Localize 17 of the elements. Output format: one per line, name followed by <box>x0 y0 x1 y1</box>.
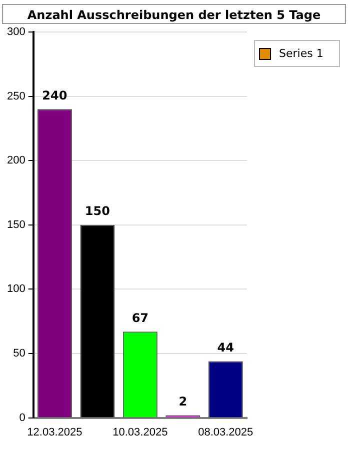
y-tick-label: 200 <box>6 154 26 167</box>
y-tick-label: 100 <box>6 283 26 296</box>
chart-title: Anzahl Ausschreibungen der letzten 5 Tage <box>2 4 346 24</box>
y-tick-label: 250 <box>6 90 26 102</box>
y-tick-label: 150 <box>6 218 26 231</box>
data-label: 150 <box>84 204 110 218</box>
data-label: 44 <box>217 340 234 354</box>
y-tick-label: 300 <box>6 26 26 38</box>
y-tick-label: 0 <box>19 412 26 424</box>
data-label: 240 <box>42 88 68 102</box>
data-label: 2 <box>178 394 188 408</box>
y-tick-label: 50 <box>13 348 26 360</box>
x-tick-label: 10.03.2025 <box>112 426 168 438</box>
x-tick-label: 08.03.2025 <box>198 426 254 438</box>
x-tick-label: 12.03.2025 <box>27 426 82 438</box>
data-label: 67 <box>132 310 149 325</box>
text: Series 1 <box>278 47 324 60</box>
